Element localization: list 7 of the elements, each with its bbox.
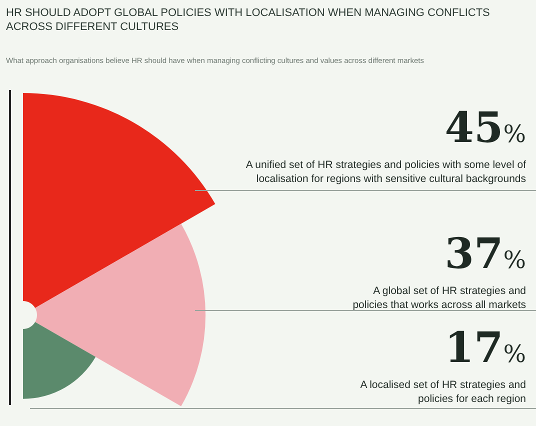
category-label: A unified set of HR strategies and policies with some level of localisation for regions with sensitive cultural backgrounds (244, 158, 526, 186)
category-label: A localised set of HR strategies and policies for each region (359, 378, 526, 406)
data-label: 45% (444, 103, 526, 154)
data-label: 17% (444, 323, 526, 374)
data-label: 37% (444, 229, 526, 280)
text: HR SHOULD ADOPT GLOBAL POLICIES WITH LOCALISATION WHEN MANAGING CONFLICTS ACROSS DIFFERENT CULTURES (6, 6, 491, 34)
category-label: A global set of HR strategies and policies that works across all markets (352, 284, 526, 312)
